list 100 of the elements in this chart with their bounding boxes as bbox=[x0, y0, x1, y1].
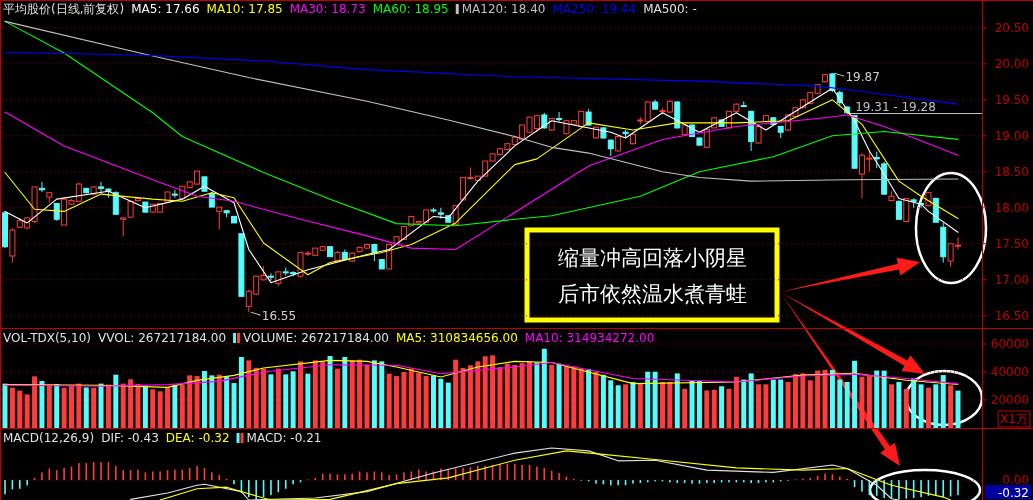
bar bbox=[556, 363, 562, 428]
bar bbox=[32, 376, 38, 428]
bar bbox=[357, 359, 363, 428]
bar bbox=[682, 388, 688, 428]
bar bbox=[17, 390, 23, 428]
bar bbox=[54, 384, 60, 428]
bar bbox=[527, 361, 533, 428]
bar bbox=[342, 357, 348, 428]
bar bbox=[172, 385, 178, 428]
bar bbox=[128, 379, 134, 428]
bar bbox=[386, 373, 392, 428]
bar bbox=[933, 384, 939, 428]
bar bbox=[711, 389, 717, 428]
bar bbox=[238, 357, 244, 428]
y-tick-label: 20.00 bbox=[994, 56, 1029, 71]
bar bbox=[157, 391, 163, 428]
bar bbox=[770, 379, 776, 428]
bar bbox=[275, 368, 281, 428]
bar bbox=[327, 356, 333, 428]
bar bbox=[61, 387, 67, 428]
bar bbox=[187, 375, 193, 428]
bar bbox=[430, 375, 436, 428]
bar bbox=[541, 348, 547, 428]
bar bbox=[371, 360, 377, 428]
bar bbox=[874, 370, 880, 428]
bar bbox=[246, 360, 252, 428]
bar bbox=[608, 380, 614, 428]
bar bbox=[68, 386, 74, 428]
annotation: 16.55 bbox=[261, 309, 297, 324]
annotation: MA500: - bbox=[643, 2, 697, 16]
series-label: MA5: 310834656.00 bbox=[395, 331, 518, 345]
bar bbox=[925, 387, 931, 428]
bar bbox=[142, 385, 148, 428]
bar bbox=[394, 376, 400, 428]
y-tick-label: 60000 bbox=[990, 337, 1029, 351]
chart-title: MACD(12,26,9) bbox=[3, 431, 95, 445]
bar bbox=[792, 374, 798, 428]
text: 0.00 bbox=[1002, 473, 1029, 488]
bar bbox=[844, 381, 850, 428]
bar bbox=[497, 367, 503, 428]
bar bbox=[726, 388, 732, 428]
bar bbox=[645, 371, 651, 428]
bar bbox=[859, 376, 865, 428]
bar bbox=[194, 376, 200, 428]
y-tick-label: 17.50 bbox=[994, 236, 1029, 251]
bar bbox=[460, 367, 466, 428]
text: -0.32 bbox=[997, 485, 1029, 500]
bar bbox=[852, 360, 858, 428]
candlestick bbox=[556, 111, 563, 122]
bar bbox=[623, 384, 629, 428]
text: MA30: 18.73 bbox=[289, 2, 366, 16]
annotation: 19.87 bbox=[845, 70, 880, 85]
legend-label: MA120: 18.40 bbox=[461, 2, 546, 16]
bar bbox=[955, 390, 961, 428]
bar bbox=[39, 380, 45, 428]
bar bbox=[719, 386, 725, 428]
text: MA10: 17.85 bbox=[206, 2, 283, 16]
legend-label: MACD: -0.21 bbox=[246, 431, 322, 445]
ref-line-label: 19.31 - 19.28 bbox=[855, 99, 936, 114]
bar bbox=[948, 385, 954, 428]
bar bbox=[763, 384, 769, 428]
bar bbox=[91, 387, 97, 428]
bar bbox=[778, 379, 784, 428]
bar bbox=[334, 368, 340, 428]
bar bbox=[201, 371, 207, 428]
bar bbox=[9, 387, 15, 428]
bar bbox=[519, 363, 525, 428]
series-label: MA10: 314934272.00 bbox=[524, 331, 655, 345]
bar bbox=[903, 388, 909, 428]
chart-title: 平均股价(日线,前复权) bbox=[3, 2, 125, 16]
bar bbox=[150, 389, 156, 428]
bar bbox=[298, 361, 303, 428]
bar bbox=[689, 380, 695, 428]
bar bbox=[549, 364, 555, 428]
bar bbox=[748, 373, 754, 428]
bar bbox=[216, 374, 222, 428]
bar bbox=[837, 379, 843, 428]
line-series bbox=[4, 20, 959, 182]
bar bbox=[165, 387, 171, 428]
bar bbox=[704, 390, 710, 428]
bar bbox=[733, 376, 739, 428]
bar bbox=[83, 387, 89, 428]
chart-title: VOL-TDX(5,10) bbox=[3, 331, 92, 345]
bar bbox=[756, 384, 762, 428]
bar bbox=[630, 381, 636, 428]
bar bbox=[866, 376, 872, 428]
bar bbox=[829, 369, 835, 428]
bar bbox=[2, 383, 8, 428]
bar bbox=[889, 384, 895, 428]
bar bbox=[534, 362, 540, 428]
bar bbox=[637, 383, 643, 428]
bar bbox=[822, 369, 828, 428]
bar bbox=[438, 378, 444, 428]
bar bbox=[453, 359, 459, 428]
y-tick-label: 18.50 bbox=[994, 164, 1029, 179]
bar bbox=[105, 384, 111, 428]
bar bbox=[98, 383, 104, 428]
legend-label: VOLUME: 267217184.00 bbox=[243, 331, 389, 345]
bar bbox=[881, 370, 887, 428]
annotation: 缩量冲高回落小阴星 bbox=[557, 246, 747, 270]
